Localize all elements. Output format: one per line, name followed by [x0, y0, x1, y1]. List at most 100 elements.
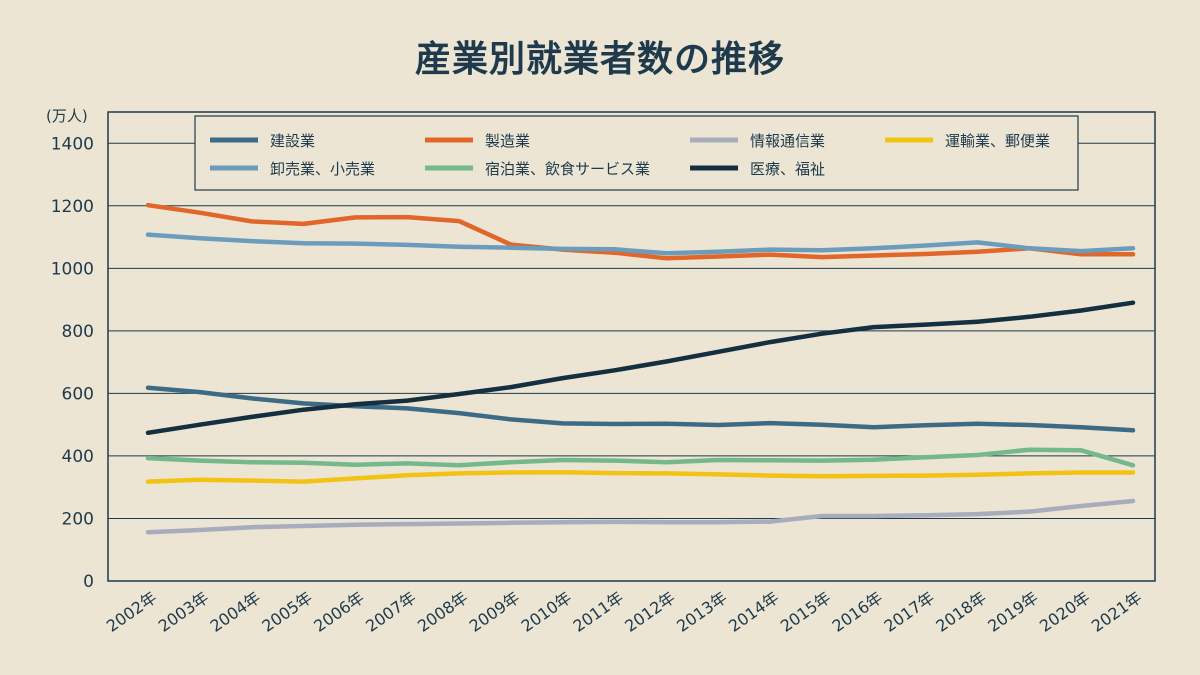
data-point [975, 421, 980, 426]
data-point [664, 460, 669, 465]
data-point [405, 406, 410, 411]
data-point [819, 474, 824, 479]
data-point [353, 241, 358, 246]
data-point [871, 246, 876, 251]
data-point [819, 422, 824, 427]
data-point [1131, 498, 1135, 503]
data-point [664, 359, 669, 364]
legend-label: 建設業 [270, 132, 315, 150]
data-point [249, 239, 254, 244]
data-point [249, 219, 254, 224]
series-line [145, 385, 1136, 433]
data-point [819, 458, 824, 463]
data-point [457, 219, 462, 224]
x-tick-label: 2018年 [932, 588, 989, 636]
data-point [768, 247, 773, 252]
data-point [405, 242, 410, 247]
data-point [457, 411, 462, 416]
series-line [145, 469, 1136, 484]
data-point [1131, 470, 1135, 475]
data-point [301, 523, 306, 528]
data-point [353, 476, 358, 481]
x-tick-label: 2011年 [570, 588, 627, 636]
data-point [923, 455, 928, 460]
data-point [819, 248, 824, 253]
data-point [353, 215, 358, 220]
y-tick-label: 800 [62, 322, 94, 342]
x-tick-label: 2009年 [466, 588, 523, 636]
series-line [145, 232, 1136, 256]
legend-label: 宿泊業、飲食サービス業 [485, 160, 650, 178]
data-point [457, 471, 462, 476]
x-tick-label: 2007年 [362, 588, 419, 636]
x-tick-label: 2014年 [725, 588, 782, 636]
data-point [1079, 249, 1084, 254]
data-point [560, 421, 565, 426]
data-point [975, 452, 980, 457]
data-point [664, 251, 669, 256]
data-point [923, 243, 928, 248]
data-point [819, 331, 824, 336]
x-tick-label: 2015年 [777, 588, 834, 636]
x-tick-label: 2019年 [984, 588, 1041, 636]
data-point [716, 249, 721, 254]
data-point [301, 407, 306, 412]
data-point [1079, 448, 1084, 453]
data-point [197, 390, 202, 395]
data-point [612, 422, 617, 427]
data-point [871, 253, 876, 258]
data-point [1131, 463, 1135, 468]
data-point [301, 241, 306, 246]
data-point [301, 479, 306, 484]
data-point [146, 530, 150, 535]
legend-label: 運輸業、郵便業 [945, 132, 1050, 150]
data-point [975, 472, 980, 477]
data-point [1131, 300, 1135, 305]
series-line [145, 202, 1136, 261]
data-point [197, 528, 202, 533]
plot-area [107, 111, 1156, 582]
x-tick-label: 2004年 [207, 588, 264, 636]
data-point [1027, 509, 1032, 514]
data-point [716, 520, 721, 525]
data-point [612, 247, 617, 252]
data-point [197, 422, 202, 427]
data-point [923, 473, 928, 478]
data-point [1027, 471, 1032, 476]
data-point [457, 392, 462, 397]
data-point [768, 519, 773, 524]
data-point [975, 512, 980, 517]
x-tick-label: 2006年 [310, 588, 367, 636]
data-point [197, 210, 202, 215]
data-point [146, 430, 150, 435]
data-point [664, 520, 669, 525]
data-point [716, 422, 721, 427]
data-point [1131, 246, 1135, 251]
data-point [1027, 314, 1032, 319]
data-point [249, 525, 254, 530]
data-point [768, 252, 773, 257]
data-point [612, 250, 617, 255]
data-point [405, 461, 410, 466]
data-point [768, 458, 773, 463]
data-point [1027, 447, 1032, 452]
data-point [508, 460, 513, 465]
series-line [145, 300, 1136, 436]
x-tick-label: 2005年 [258, 588, 315, 636]
data-point [146, 232, 150, 237]
x-tick-label: 2016年 [829, 588, 886, 636]
data-point [768, 473, 773, 478]
x-tick-label: 2012年 [621, 588, 678, 636]
data-point [1079, 470, 1084, 475]
legend-box [194, 115, 1079, 191]
data-point [508, 385, 513, 390]
data-point [146, 203, 150, 208]
data-point [975, 249, 980, 254]
data-point [146, 456, 150, 461]
data-point [353, 522, 358, 527]
x-tick-label: 2020年 [1036, 588, 1093, 636]
x-tick-label: 2008年 [414, 588, 471, 636]
legend-label: 製造業 [485, 132, 530, 150]
chart-title: 産業別就業者数の推移 [414, 39, 785, 80]
